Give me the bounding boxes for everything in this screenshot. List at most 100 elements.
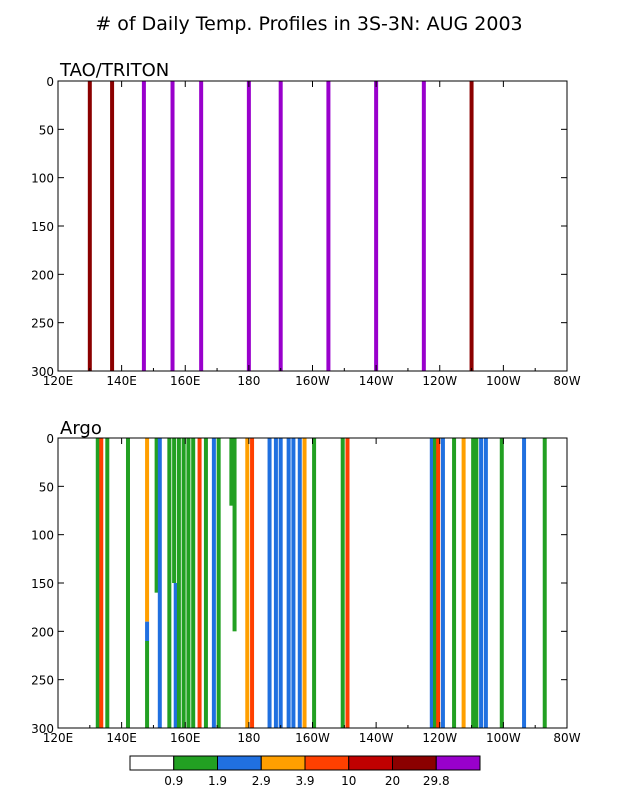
bar	[154, 438, 159, 593]
colorbar-label: 20	[385, 774, 400, 788]
y-tick-label: 100	[31, 529, 54, 543]
x-tick-label: 140E	[106, 731, 137, 745]
bar	[474, 438, 479, 728]
x-tick-label: 100W	[486, 374, 521, 388]
colorbar-swatch	[260, 755, 306, 771]
bar	[172, 438, 177, 583]
colorbar-label: 3.9	[295, 774, 314, 788]
bar	[167, 438, 172, 728]
bar	[326, 81, 331, 371]
bar	[145, 621, 150, 641]
x-tick-label: 160W	[295, 374, 330, 388]
panel-title: Argo	[60, 418, 102, 439]
bar	[186, 438, 191, 728]
bar	[245, 438, 250, 728]
bar	[461, 438, 466, 728]
bar	[499, 438, 504, 728]
bar	[542, 438, 547, 728]
bar	[286, 438, 291, 728]
colorbar-label: 10	[341, 774, 356, 788]
bar	[141, 81, 146, 371]
bar	[199, 81, 204, 371]
y-tick-label: 300	[31, 722, 54, 736]
bar	[105, 438, 110, 728]
bar	[278, 438, 283, 728]
bar	[145, 641, 150, 728]
x-tick-label: 120W	[422, 731, 457, 745]
colorbar-swatch	[348, 755, 393, 771]
y-tick-label: 50	[39, 480, 54, 494]
bar	[273, 438, 278, 728]
x-tick-label: 140W	[359, 731, 394, 745]
x-tick-label: 180	[237, 731, 260, 745]
bar	[374, 81, 379, 371]
bar	[483, 438, 488, 728]
bar	[421, 81, 426, 371]
bar	[267, 438, 272, 728]
bar	[216, 438, 221, 728]
panel-argo: Argo 120E 140E 160E 180 160W 140W 120W 100W 80W 0 5…	[31, 418, 581, 745]
colorbar-swatch	[129, 755, 175, 771]
colorbar-swatch	[173, 755, 218, 771]
bar	[87, 81, 92, 371]
bar	[479, 438, 484, 728]
x-tick-label: 140W	[359, 374, 394, 388]
y-tick-label: 0	[46, 432, 54, 446]
bar	[211, 438, 216, 728]
colorbar-label: 1.9	[208, 774, 227, 788]
colorbar: 0.9 1.9 2.9 3.9 10 20 29.8	[129, 755, 481, 788]
bar	[278, 81, 283, 371]
bar	[197, 438, 202, 728]
bar	[312, 438, 317, 728]
plot-frame	[57, 80, 568, 372]
bar	[250, 438, 255, 728]
bar	[291, 438, 296, 728]
colorbar-label: 2.9	[252, 774, 271, 788]
bar	[181, 438, 186, 728]
bar	[297, 438, 302, 728]
bar	[302, 438, 307, 728]
y-tick-label: 200	[31, 625, 54, 639]
bar	[125, 438, 130, 728]
bar	[232, 438, 237, 632]
colorbar-label: 29.8	[423, 774, 450, 788]
bar	[340, 438, 345, 728]
bar	[157, 438, 162, 728]
bar	[173, 583, 178, 728]
x-tick-label: 80W	[553, 731, 580, 745]
colorbar-label: 0.9	[164, 774, 183, 788]
bar	[436, 438, 441, 728]
y-tick-label: 150	[31, 577, 54, 591]
x-tick-label: 160W	[295, 731, 330, 745]
colorbar-swatch	[217, 755, 262, 771]
y-tick-label: 50	[39, 123, 54, 137]
x-tick-label: 140E	[106, 374, 137, 388]
x-tick-label: 120E	[43, 731, 74, 745]
y-tick-label: 100	[31, 172, 54, 186]
x-tick-label: 180	[237, 374, 260, 388]
bar	[95, 438, 100, 728]
bar	[246, 81, 251, 371]
x-tick-label: 100W	[486, 731, 521, 745]
bar	[452, 438, 457, 728]
bar	[110, 81, 115, 371]
colorbar-swatch	[392, 755, 437, 771]
x-tick-label: 160E	[170, 731, 201, 745]
y-tick-label: 300	[31, 365, 54, 379]
colorbar-swatch	[435, 755, 481, 771]
bar	[440, 438, 445, 728]
x-tick-label: 120E	[43, 374, 74, 388]
bar	[522, 438, 527, 728]
bar	[176, 438, 181, 728]
panel-tao-triton: TAO/TRITON 120E 140E 160E 180 160W 140W 120W 100…	[31, 60, 581, 388]
y-tick-label: 250	[31, 674, 54, 688]
bar	[99, 438, 104, 728]
y-tick-label: 150	[31, 220, 54, 234]
bar	[203, 438, 208, 728]
bar	[229, 438, 234, 506]
x-tick-label: 160E	[170, 374, 201, 388]
x-tick-label: 120W	[422, 374, 457, 388]
y-tick-label: 0	[46, 75, 54, 89]
x-tick-label: 80W	[553, 374, 580, 388]
